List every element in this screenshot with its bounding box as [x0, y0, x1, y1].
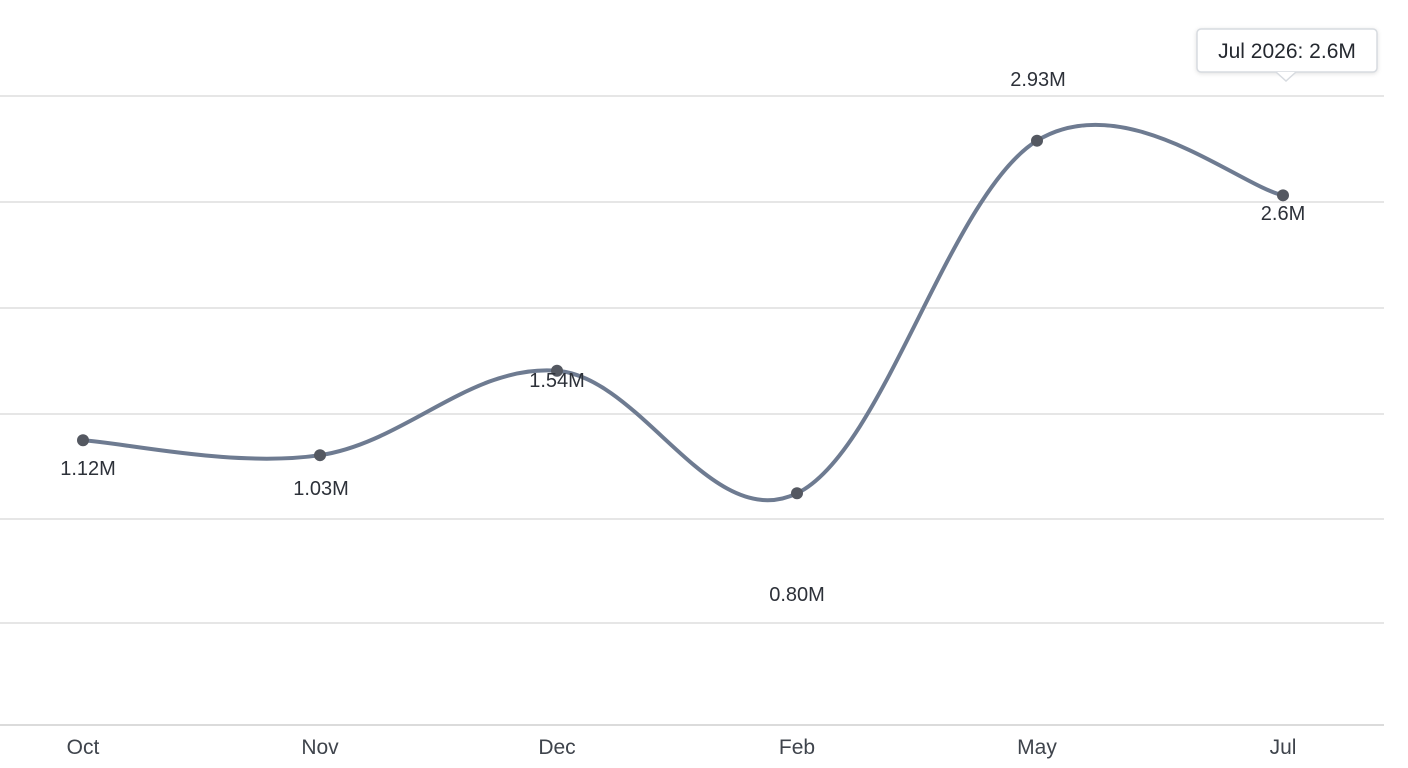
tooltip: Jul 2026: 2.6M: [1196, 28, 1378, 83]
data-label-may: 2.93M: [1010, 69, 1066, 91]
data-point-jul[interactable]: [1277, 189, 1289, 202]
data-point-feb[interactable]: [791, 487, 803, 500]
points-layer: [77, 134, 1289, 500]
x-tick-label-jul: Jul: [1270, 736, 1297, 759]
x-tick-label-oct: Oct: [67, 736, 100, 759]
tooltip-text: Jul 2026: 2.6M: [1218, 40, 1356, 63]
tooltip-pointer: [1275, 71, 1297, 83]
data-label-feb: 0.80M: [769, 584, 825, 606]
data-labels: 1.12M 1.03M 1.54M 0.80M 2.93M 2.6M: [60, 69, 1305, 606]
series-line: [81, 122, 1285, 503]
data-point-nov[interactable]: [314, 449, 326, 462]
data-point-oct[interactable]: [77, 434, 89, 447]
x-axis: Oct Nov Dec Feb May Jul: [67, 736, 1297, 759]
data-point-dec[interactable]: [551, 364, 563, 377]
data-point-may[interactable]: [1031, 134, 1043, 147]
x-tick-label-nov: Nov: [301, 736, 339, 759]
data-label-jul: 2.6M: [1261, 203, 1305, 225]
data-label-dec: 1.54M: [529, 370, 585, 392]
x-tick-label-dec: Dec: [538, 736, 575, 759]
x-tick-label-may: May: [1017, 736, 1057, 759]
data-label-nov: 1.03M: [293, 478, 349, 500]
grid-layer: [0, 95, 1384, 726]
data-label-oct: 1.12M: [60, 458, 116, 480]
x-tick-label-feb: Feb: [779, 736, 815, 759]
